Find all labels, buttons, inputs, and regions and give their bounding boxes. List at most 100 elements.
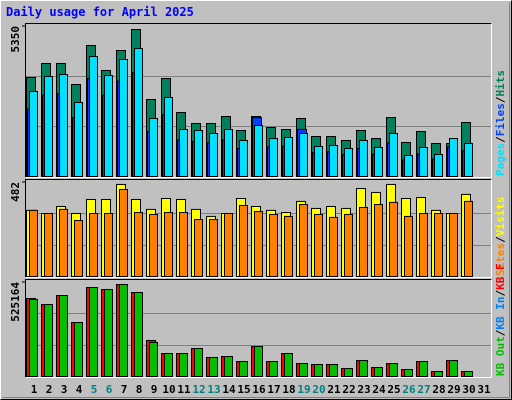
bar xyxy=(404,369,413,378)
bar xyxy=(269,138,278,177)
bar xyxy=(449,138,458,177)
bar xyxy=(104,75,113,177)
bar xyxy=(224,129,233,177)
bar xyxy=(389,201,398,278)
bar xyxy=(254,125,263,177)
bar xyxy=(314,213,323,277)
x-tick-label: 11 xyxy=(177,383,191,396)
bar xyxy=(374,147,383,177)
bar xyxy=(314,146,323,177)
x-tick-label: 2 xyxy=(46,383,53,396)
panel-edge-dark xyxy=(25,279,492,378)
x-tick-label: 6 xyxy=(106,383,113,396)
x-tick-label: 7 xyxy=(121,383,128,396)
chart-title: Daily usage for April 2025 xyxy=(6,5,194,19)
legend-label: KB Out xyxy=(494,336,507,376)
bar xyxy=(164,212,173,277)
bar xyxy=(164,352,173,378)
x-tick-label: 21 xyxy=(327,383,341,396)
bar xyxy=(194,348,203,378)
x-tick-label: 4 xyxy=(76,383,83,396)
y-tick-label: 482 xyxy=(9,182,22,202)
y-tick-label: 525164 xyxy=(9,282,22,322)
x-tick-label: 10 xyxy=(162,383,175,396)
bar xyxy=(464,200,473,277)
bar xyxy=(134,212,143,277)
bar xyxy=(419,361,428,377)
bar xyxy=(449,359,458,377)
bar xyxy=(269,361,278,377)
bar xyxy=(74,321,83,377)
bar xyxy=(59,208,68,277)
bar xyxy=(344,147,353,178)
panel-edge-dark xyxy=(25,23,492,178)
x-tick-label: 13 xyxy=(207,383,220,396)
bar xyxy=(329,216,338,277)
x-tick-label: 15 xyxy=(237,383,250,396)
legend-label: / xyxy=(494,290,507,297)
x-tick-label: 18 xyxy=(282,383,295,396)
x-tick-label: 9 xyxy=(151,383,158,396)
x-tick-label: 24 xyxy=(372,383,386,396)
bar xyxy=(74,220,83,278)
x-tick-label: 30 xyxy=(462,383,475,396)
legend-label: Files xyxy=(494,103,507,136)
bar xyxy=(299,363,308,377)
bar xyxy=(194,129,203,178)
bar xyxy=(29,209,38,277)
panel-edge-dark xyxy=(25,179,492,278)
bar xyxy=(209,219,218,277)
bar xyxy=(434,213,443,278)
bar xyxy=(224,356,233,377)
bar xyxy=(359,206,368,278)
bar xyxy=(329,144,338,178)
bar xyxy=(134,48,143,177)
bar xyxy=(389,363,398,377)
bar xyxy=(164,96,173,177)
bar xyxy=(89,287,98,377)
bar xyxy=(359,359,368,377)
bar xyxy=(179,212,188,277)
bar xyxy=(314,364,323,378)
bar xyxy=(119,189,128,278)
bar xyxy=(269,213,278,277)
x-tick-label: 1 xyxy=(31,383,38,396)
bar xyxy=(44,75,53,177)
bar xyxy=(44,213,53,278)
x-tick-label: 31 xyxy=(477,383,491,396)
panel-edge-light xyxy=(25,23,492,178)
x-tick-label: 26 xyxy=(402,383,416,396)
bar xyxy=(299,132,308,178)
bar xyxy=(149,341,158,377)
bar xyxy=(464,371,473,378)
y-tick-label: 5350 xyxy=(9,26,22,53)
bar xyxy=(389,132,398,178)
bar xyxy=(434,153,443,178)
bar xyxy=(404,155,413,177)
x-tick-label: 8 xyxy=(136,383,143,396)
x-tick-label: 14 xyxy=(222,383,236,396)
bar xyxy=(419,147,428,177)
bar xyxy=(104,213,113,278)
bar xyxy=(284,352,293,378)
legend-label: / xyxy=(494,136,507,143)
bar xyxy=(224,213,233,278)
bar xyxy=(179,352,188,378)
legend-label: / xyxy=(494,96,507,103)
bar xyxy=(374,204,383,277)
bar xyxy=(449,213,458,278)
legend-label: / xyxy=(494,236,507,243)
legend-label: Visits xyxy=(494,197,507,237)
bar xyxy=(29,90,38,177)
bar xyxy=(59,74,68,177)
x-tick-label: 17 xyxy=(267,383,280,396)
bar xyxy=(239,361,248,377)
x-tick-label: 23 xyxy=(357,383,370,396)
x-tick-label: 19 xyxy=(297,383,310,396)
bar xyxy=(44,303,53,377)
x-tick-label: 16 xyxy=(252,383,266,396)
bar xyxy=(284,215,293,277)
bar xyxy=(329,364,338,378)
bar xyxy=(194,219,203,277)
